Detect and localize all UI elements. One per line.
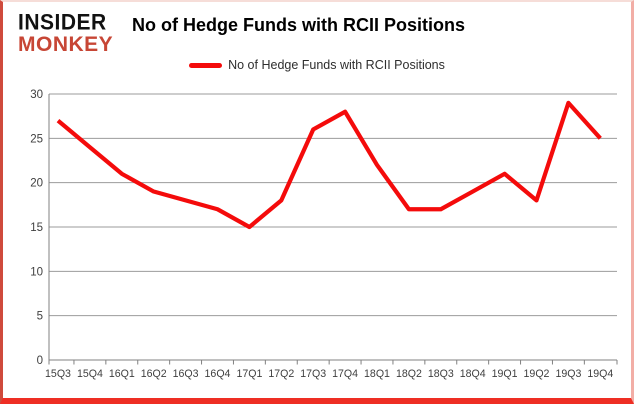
x-tick-label: 17Q4 <box>332 368 358 380</box>
x-tick-label: 16Q1 <box>109 368 135 380</box>
y-tick-label: 20 <box>30 178 43 190</box>
x-tick-label: 16Q4 <box>205 368 231 380</box>
x-tick-label: 17Q3 <box>300 368 326 380</box>
x-tick-label: 15Q4 <box>77 368 103 380</box>
x-tick-label: 15Q3 <box>45 368 71 380</box>
logo-text-monkey: MONKEY <box>18 33 114 56</box>
x-tick-label: 18Q2 <box>396 368 422 380</box>
chart-canvas: 0 5 10 15 20 25 30 15Q3 15Q4 16Q1 16Q2 16Q3 16Q4 17Q1… <box>30 89 618 380</box>
chart-title: No of Hedge Funds with RCII Positions <box>132 15 465 35</box>
x-tick-label: 17Q1 <box>236 368 262 380</box>
x-tick-label: 18Q3 <box>428 368 454 380</box>
chart-legend: No of Hedge Funds with RCII Positions <box>3 58 631 72</box>
y-tick-label: 0 <box>37 355 43 367</box>
logo-text-insider: INSIDER <box>18 10 107 35</box>
x-tick-label: 17Q2 <box>268 368 294 380</box>
x-tick-label: 19Q2 <box>524 368 550 380</box>
x-tick-label: 19Q3 <box>555 368 581 380</box>
y-tick-label: 15 <box>30 222 43 234</box>
legend-label: No of Hedge Funds with RCII Positions <box>228 58 445 72</box>
x-tick-label: 16Q2 <box>141 368 167 380</box>
x-tick-label: 19Q4 <box>587 368 613 380</box>
series-line-hedge-funds <box>56 100 602 230</box>
y-tick-label: 25 <box>30 133 43 145</box>
x-tick-label: 18Q4 <box>460 368 486 380</box>
x-tick-label: 16Q3 <box>173 368 199 380</box>
y-tick-label: 30 <box>30 89 43 101</box>
x-tick-label: 18Q1 <box>364 368 390 380</box>
insider-monkey-logo: INSIDER MONKEY <box>18 10 114 56</box>
legend-line-swatch <box>189 62 223 68</box>
y-tick-label: 5 <box>37 311 43 323</box>
x-tick-label: 19Q1 <box>492 368 518 380</box>
y-tick-label: 10 <box>30 266 43 278</box>
